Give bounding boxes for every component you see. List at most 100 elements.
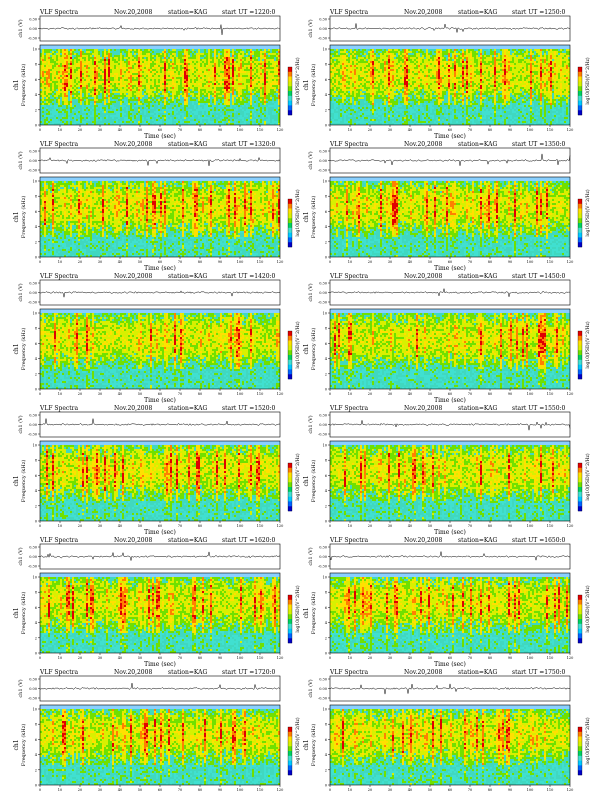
spectrogram-cell [48, 55, 50, 57]
spectrogram-cell [74, 87, 76, 89]
spectrogram-cell [58, 111, 60, 113]
spectrogram-cell [52, 67, 54, 69]
spectrogram-cell [76, 119, 78, 121]
spectrogram-cell [68, 85, 70, 87]
spectrogram-cell [76, 89, 78, 91]
spectrogram-cell [58, 101, 60, 103]
spectrogram-cell [60, 81, 62, 83]
spectrogram-cell [60, 91, 62, 93]
spectrogram-cell [78, 83, 80, 85]
spectrogram-cell [44, 61, 46, 63]
spectrogram-cell [62, 117, 64, 119]
spectrogram-cell [82, 115, 84, 117]
spectrogram-cell [56, 115, 58, 117]
spectrogram-cell [58, 61, 60, 63]
spectrogram-cell [62, 97, 64, 99]
spectrogram-cell [52, 121, 54, 123]
spectrogram-cell [48, 115, 50, 117]
spectrogram-cell [80, 63, 82, 65]
spectrogram-cell [76, 71, 78, 73]
spectrogram-cell [82, 75, 84, 77]
spectrogram-cell [56, 63, 58, 65]
spectrogram-cell [74, 121, 76, 123]
spectrogram-cell [66, 101, 68, 103]
ch-tick-label: -0.30 [28, 37, 37, 41]
spectrogram-cell [82, 105, 84, 107]
spectrogram-cell [48, 57, 50, 59]
spectrogram-cell [62, 53, 64, 55]
spectrogram-cell [56, 53, 58, 55]
spectrogram-cell [54, 109, 56, 111]
spectrogram-cell [72, 67, 74, 69]
spectrogram-cell [64, 63, 66, 65]
spectrogram-cell [64, 99, 66, 101]
spectrogram-cell [54, 85, 56, 87]
spectrogram-cell [64, 57, 66, 59]
spectrogram-cell [78, 81, 80, 83]
spectrogram-cell [62, 65, 64, 67]
spectrogram-cell [62, 115, 64, 117]
spectrogram-cell [68, 103, 70, 105]
spectrogram-cell [66, 89, 68, 91]
spectrogram-cell [54, 83, 56, 85]
spectrogram-cell [56, 121, 58, 123]
spectrogram-cell [60, 111, 62, 113]
spectrogram-cell [48, 63, 50, 65]
spectrogram-cell [46, 121, 48, 123]
spectrogram-cell [56, 91, 58, 93]
spectrogram-cell [50, 111, 52, 113]
spectrogram-cell [74, 89, 76, 91]
spectrogram-cell [78, 67, 80, 69]
spectrogram-cell [42, 91, 44, 93]
spectrogram-cell [66, 105, 68, 107]
spectrogram-cell [80, 119, 82, 121]
spectrogram-cell [58, 99, 60, 101]
spectrogram-cell [52, 73, 54, 75]
spectrogram-cell [72, 75, 74, 77]
spectrogram-cell [76, 55, 78, 57]
spectrogram-cell [64, 117, 66, 119]
spectrogram-cell [48, 53, 50, 55]
spectrogram-cell [74, 71, 76, 73]
spectrogram-cell [46, 117, 48, 119]
spectrogram-cell [74, 81, 76, 83]
spectrogram-cell [50, 73, 52, 75]
spectrogram-cell [46, 93, 48, 95]
spectrogram-cell [82, 83, 84, 85]
spectrogram-cell [70, 109, 72, 111]
spectrogram-cell [46, 69, 48, 71]
spectrogram-cell [70, 67, 72, 69]
spectrogram-cell [42, 59, 44, 61]
spectrogram-cell [56, 99, 58, 101]
spectrogram-cell [72, 73, 74, 75]
spectrogram-cell [80, 59, 82, 61]
spectrogram-cell [78, 119, 80, 121]
spectrogram-cell [46, 57, 48, 59]
spectrogram-cell [68, 77, 70, 79]
spectrogram-cell [44, 59, 46, 61]
spectrogram-cell [62, 55, 64, 57]
spectrogram-cell [46, 61, 48, 63]
spectrogram-cell [64, 97, 66, 99]
spectrogram-cell [50, 69, 52, 71]
spectrogram-cell [82, 79, 84, 81]
spectrogram-cell [44, 49, 46, 51]
spectrogram-cell [44, 93, 46, 95]
spectrogram-cell [80, 57, 82, 59]
spectrogram-cell [82, 111, 84, 113]
spectrogram-cell [82, 57, 84, 59]
spectrogram-cell [56, 85, 58, 87]
spectrogram-cell [44, 83, 46, 85]
spectrogram-cell [62, 81, 64, 83]
spectrogram-cell [48, 85, 50, 87]
spectrogram-cell [58, 73, 60, 75]
spectrogram-cell [66, 115, 68, 117]
spectrogram-cell [80, 69, 82, 71]
spectrogram-cell [50, 79, 52, 81]
spectrogram-cell [52, 65, 54, 67]
spectrogram-cell [72, 51, 74, 53]
spectrogram-cell [50, 77, 52, 79]
spectrogram-cell [60, 87, 62, 89]
spectrogram-cell [48, 123, 50, 125]
spectrogram-cell [60, 61, 62, 63]
